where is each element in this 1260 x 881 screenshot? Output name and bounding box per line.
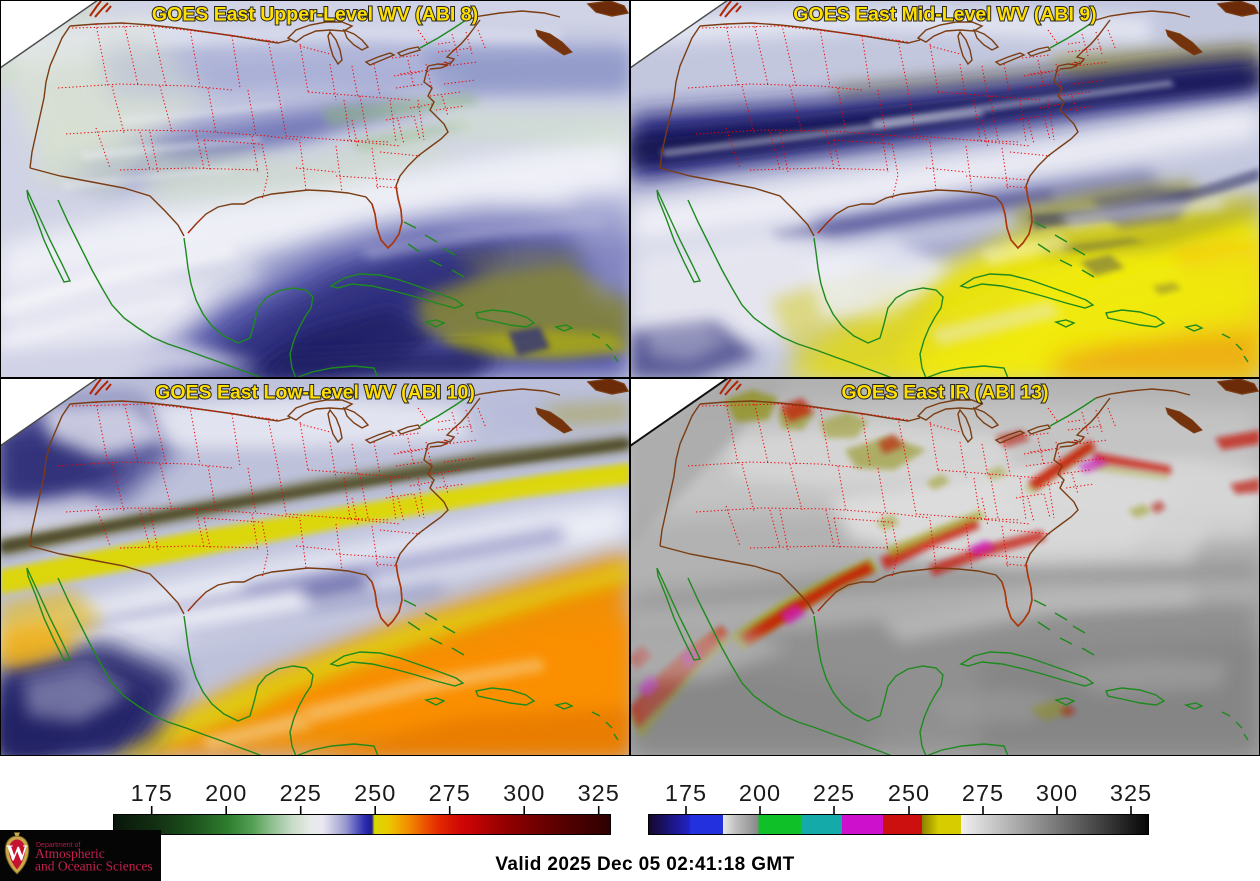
svg-text:Department of: Department of xyxy=(36,842,80,849)
svg-text:and Oceanic Sciences: and Oceanic Sciences xyxy=(35,859,153,874)
svg-text:GOES East Upper-Level WV (ABI: GOES East Upper-Level WV (ABI 8) xyxy=(152,4,478,26)
svg-text:GOES East Low-Level WV (ABI 10: GOES East Low-Level WV (ABI 10) xyxy=(155,382,475,404)
svg-text:GOES East Mid-Level WV (ABI 9): GOES East Mid-Level WV (ABI 9) xyxy=(793,4,1096,26)
svg-text:GOES East IR (ABI 13): GOES East IR (ABI 13) xyxy=(842,382,1049,404)
svg-text:Atmospheric: Atmospheric xyxy=(35,846,105,861)
svg-text:W: W xyxy=(6,840,28,865)
